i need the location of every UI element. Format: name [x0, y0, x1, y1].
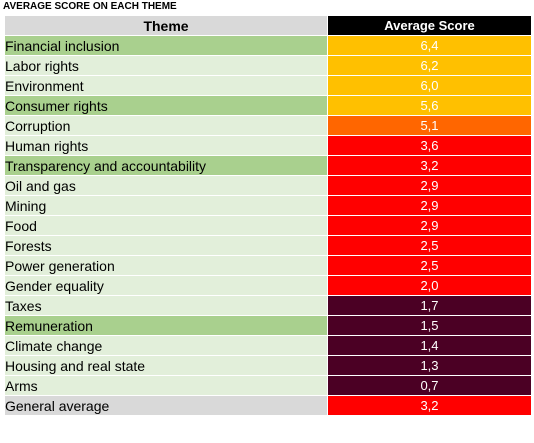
- theme-cell: Taxes: [4, 295, 328, 316]
- general-average-row: General average 3,2: [4, 395, 532, 416]
- header-theme: Theme: [4, 15, 328, 36]
- table-row: Corruption 5,1: [4, 115, 532, 136]
- score-cell: 2,9: [327, 175, 532, 196]
- table-row: Climate change 1,4: [4, 335, 532, 356]
- score-cell: 5,1: [327, 115, 532, 136]
- score-cell: 6,2: [327, 55, 532, 76]
- table-row: Food 2,9: [4, 215, 532, 236]
- theme-cell: Arms: [4, 375, 328, 396]
- score-cell: 2,5: [327, 235, 532, 256]
- theme-cell: Food: [4, 215, 328, 236]
- score-cell: 1,5: [327, 315, 532, 336]
- table-row: Mining 2,9: [4, 195, 532, 216]
- score-cell: 2,5: [327, 255, 532, 276]
- table-row: Environment 6,0: [4, 75, 532, 96]
- theme-cell: Financial inclusion: [4, 35, 328, 56]
- score-cell: 1,4: [327, 335, 532, 356]
- score-cell: 3,2: [327, 155, 532, 176]
- general-average-label: General average: [4, 395, 328, 416]
- theme-cell: Human rights: [4, 135, 328, 156]
- table-body: Financial inclusion 6,4 Labor rights 6,2 Env…: [4, 35, 532, 396]
- theme-cell: Remuneration: [4, 315, 328, 336]
- score-cell: 0,7: [327, 375, 532, 396]
- score-cell: 5,6: [327, 95, 532, 116]
- table-row: Financial inclusion 6,4: [4, 35, 532, 56]
- score-cell: 1,3: [327, 355, 532, 376]
- theme-cell: Transparency and accountability: [4, 155, 328, 176]
- general-average-score: 3,2: [327, 395, 532, 416]
- table-row: Consumer rights 5,6: [4, 95, 532, 116]
- theme-cell: Climate change: [4, 335, 328, 356]
- table-row: Arms 0,7: [4, 375, 532, 396]
- theme-cell: Power generation: [4, 255, 328, 276]
- header-row: Theme Average Score: [4, 15, 532, 36]
- score-table: Theme Average Score Financial inclusion 6…: [4, 15, 532, 416]
- theme-cell: Oil and gas: [4, 175, 328, 196]
- table-row: Taxes 1,7: [4, 295, 532, 316]
- score-cell: 6,4: [327, 35, 532, 56]
- table-row: Forests 2,5: [4, 235, 532, 256]
- table-row: Remuneration 1,5: [4, 315, 532, 336]
- theme-cell: Corruption: [4, 115, 328, 136]
- header-average-score: Average Score: [327, 15, 532, 36]
- score-cell: 2,9: [327, 215, 532, 236]
- score-cell: 3,6: [327, 135, 532, 156]
- table-row: Oil and gas 2,9: [4, 175, 532, 196]
- theme-cell: Housing and real state: [4, 355, 328, 376]
- theme-cell: Environment: [4, 75, 328, 96]
- theme-cell: Consumer rights: [4, 95, 328, 116]
- table-row: Transparency and accountability 3,2: [4, 155, 532, 176]
- table-row: Power generation 2,5: [4, 255, 532, 276]
- theme-cell: Labor rights: [4, 55, 328, 76]
- theme-cell: Gender equality: [4, 275, 328, 296]
- score-cell: 1,7: [327, 295, 532, 316]
- score-cell: 2,9: [327, 195, 532, 216]
- table-row: Gender equality 2,0: [4, 275, 532, 296]
- theme-cell: Forests: [4, 235, 328, 256]
- score-cell: 6,0: [327, 75, 532, 96]
- table-caption: AVERAGE SCORE ON EACH THEME: [3, 1, 177, 12]
- theme-cell: Mining: [4, 195, 328, 216]
- score-cell: 2,0: [327, 275, 532, 296]
- table-row: Labor rights 6,2: [4, 55, 532, 76]
- table-row: Human rights 3,6: [4, 135, 532, 156]
- table-row: Housing and real state 1,3: [4, 355, 532, 376]
